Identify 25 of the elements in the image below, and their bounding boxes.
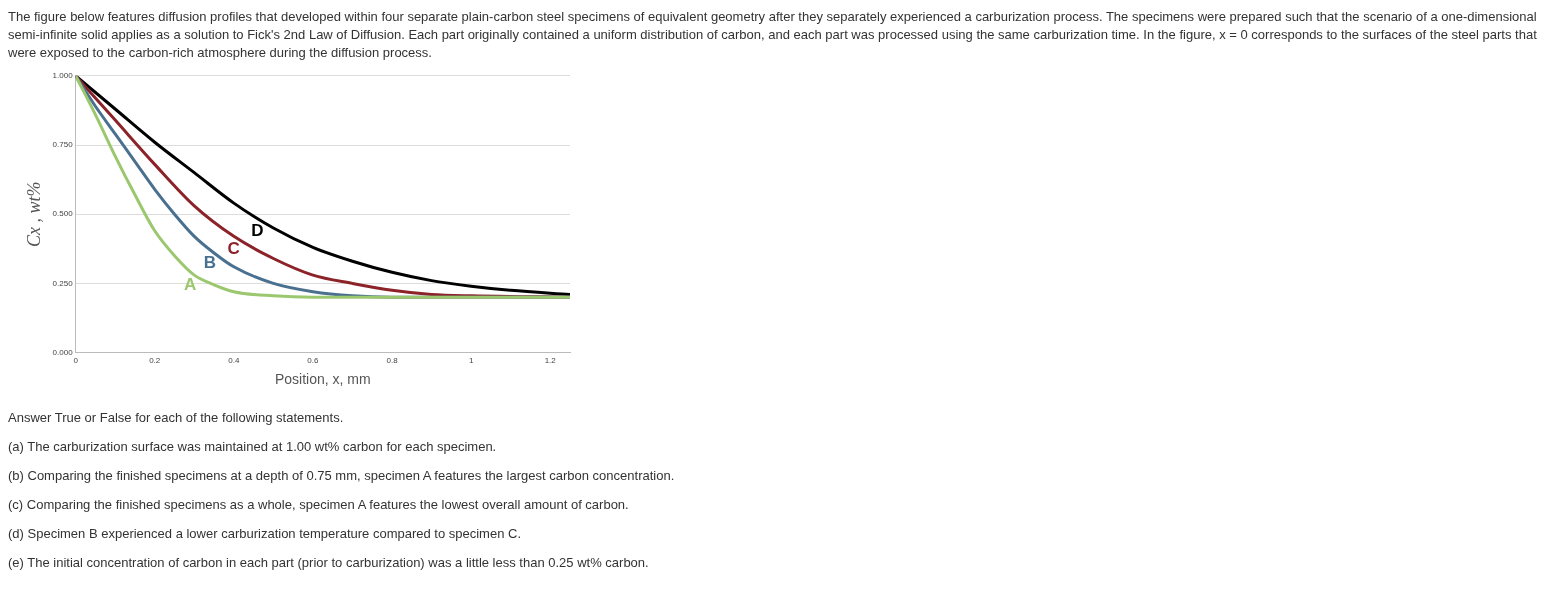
x-tick-label: 0.4 xyxy=(228,355,240,365)
x-tick-label: 0.2 xyxy=(149,355,161,365)
text: (b) Comparing the finished specimens at a depth of 0.75 mm, specimen A features the largest carbon concentration. xyxy=(8,467,676,485)
x-tick-label: 0 xyxy=(73,355,79,365)
y-tick-label: 1.000 xyxy=(52,71,74,80)
x-tick-label: 1.2 xyxy=(544,355,557,365)
y-tick-label: 0.750 xyxy=(52,140,74,150)
y-axis-title: Cx , wt% xyxy=(23,181,44,247)
x-axis-title: Position, x, mm xyxy=(274,371,371,388)
x-tick-label: 0.8 xyxy=(386,355,399,365)
text: (c) Comparing the finished specimens as a whole, specimen A features the lowest overall amount of carbon. xyxy=(8,496,630,514)
text: (e) The initial concentration of carbon in each part (prior to carburization) was a little less than 0.25 wt% carbon. xyxy=(8,554,650,572)
y-tick-label: 0.000 xyxy=(52,347,74,357)
text: The figure below features diffusion profiles that developed within four separate plain-carbon steel specimens of equivalent geometry after they separately experienced a carburization process. The specimens were prepared such that the scenario of a one-dimensional semi-infinite solid applies as a solution to Fick's 2nd Law of Diffusion. Each part originally contained a uniform distribution of carbon, and each part was processed using the same carburization time. In the figure, x = 0 corresponds to the surfaces of the steel parts that were exposed to the carbon-rich atmosphere during the diffusion process. xyxy=(8,8,1537,62)
series-label: A xyxy=(183,275,197,295)
text: (d) Specimen B experienced a lower carburization temperature compared to specimen C. xyxy=(8,525,523,543)
y-tick-label: 0.250 xyxy=(52,278,74,288)
series-label: D xyxy=(251,220,264,240)
y-tick-label: 0.500 xyxy=(52,209,74,219)
text: Answer True or False for each of the following statements. xyxy=(8,409,345,427)
series-label: B xyxy=(203,253,217,273)
series-label: C xyxy=(227,238,240,258)
x-tick-label: 1 xyxy=(468,355,474,365)
text: (a) The carburization surface was maintained at 1.00 wt% carbon for each specimen. xyxy=(8,438,498,456)
x-tick-label: 0.6 xyxy=(307,355,320,365)
